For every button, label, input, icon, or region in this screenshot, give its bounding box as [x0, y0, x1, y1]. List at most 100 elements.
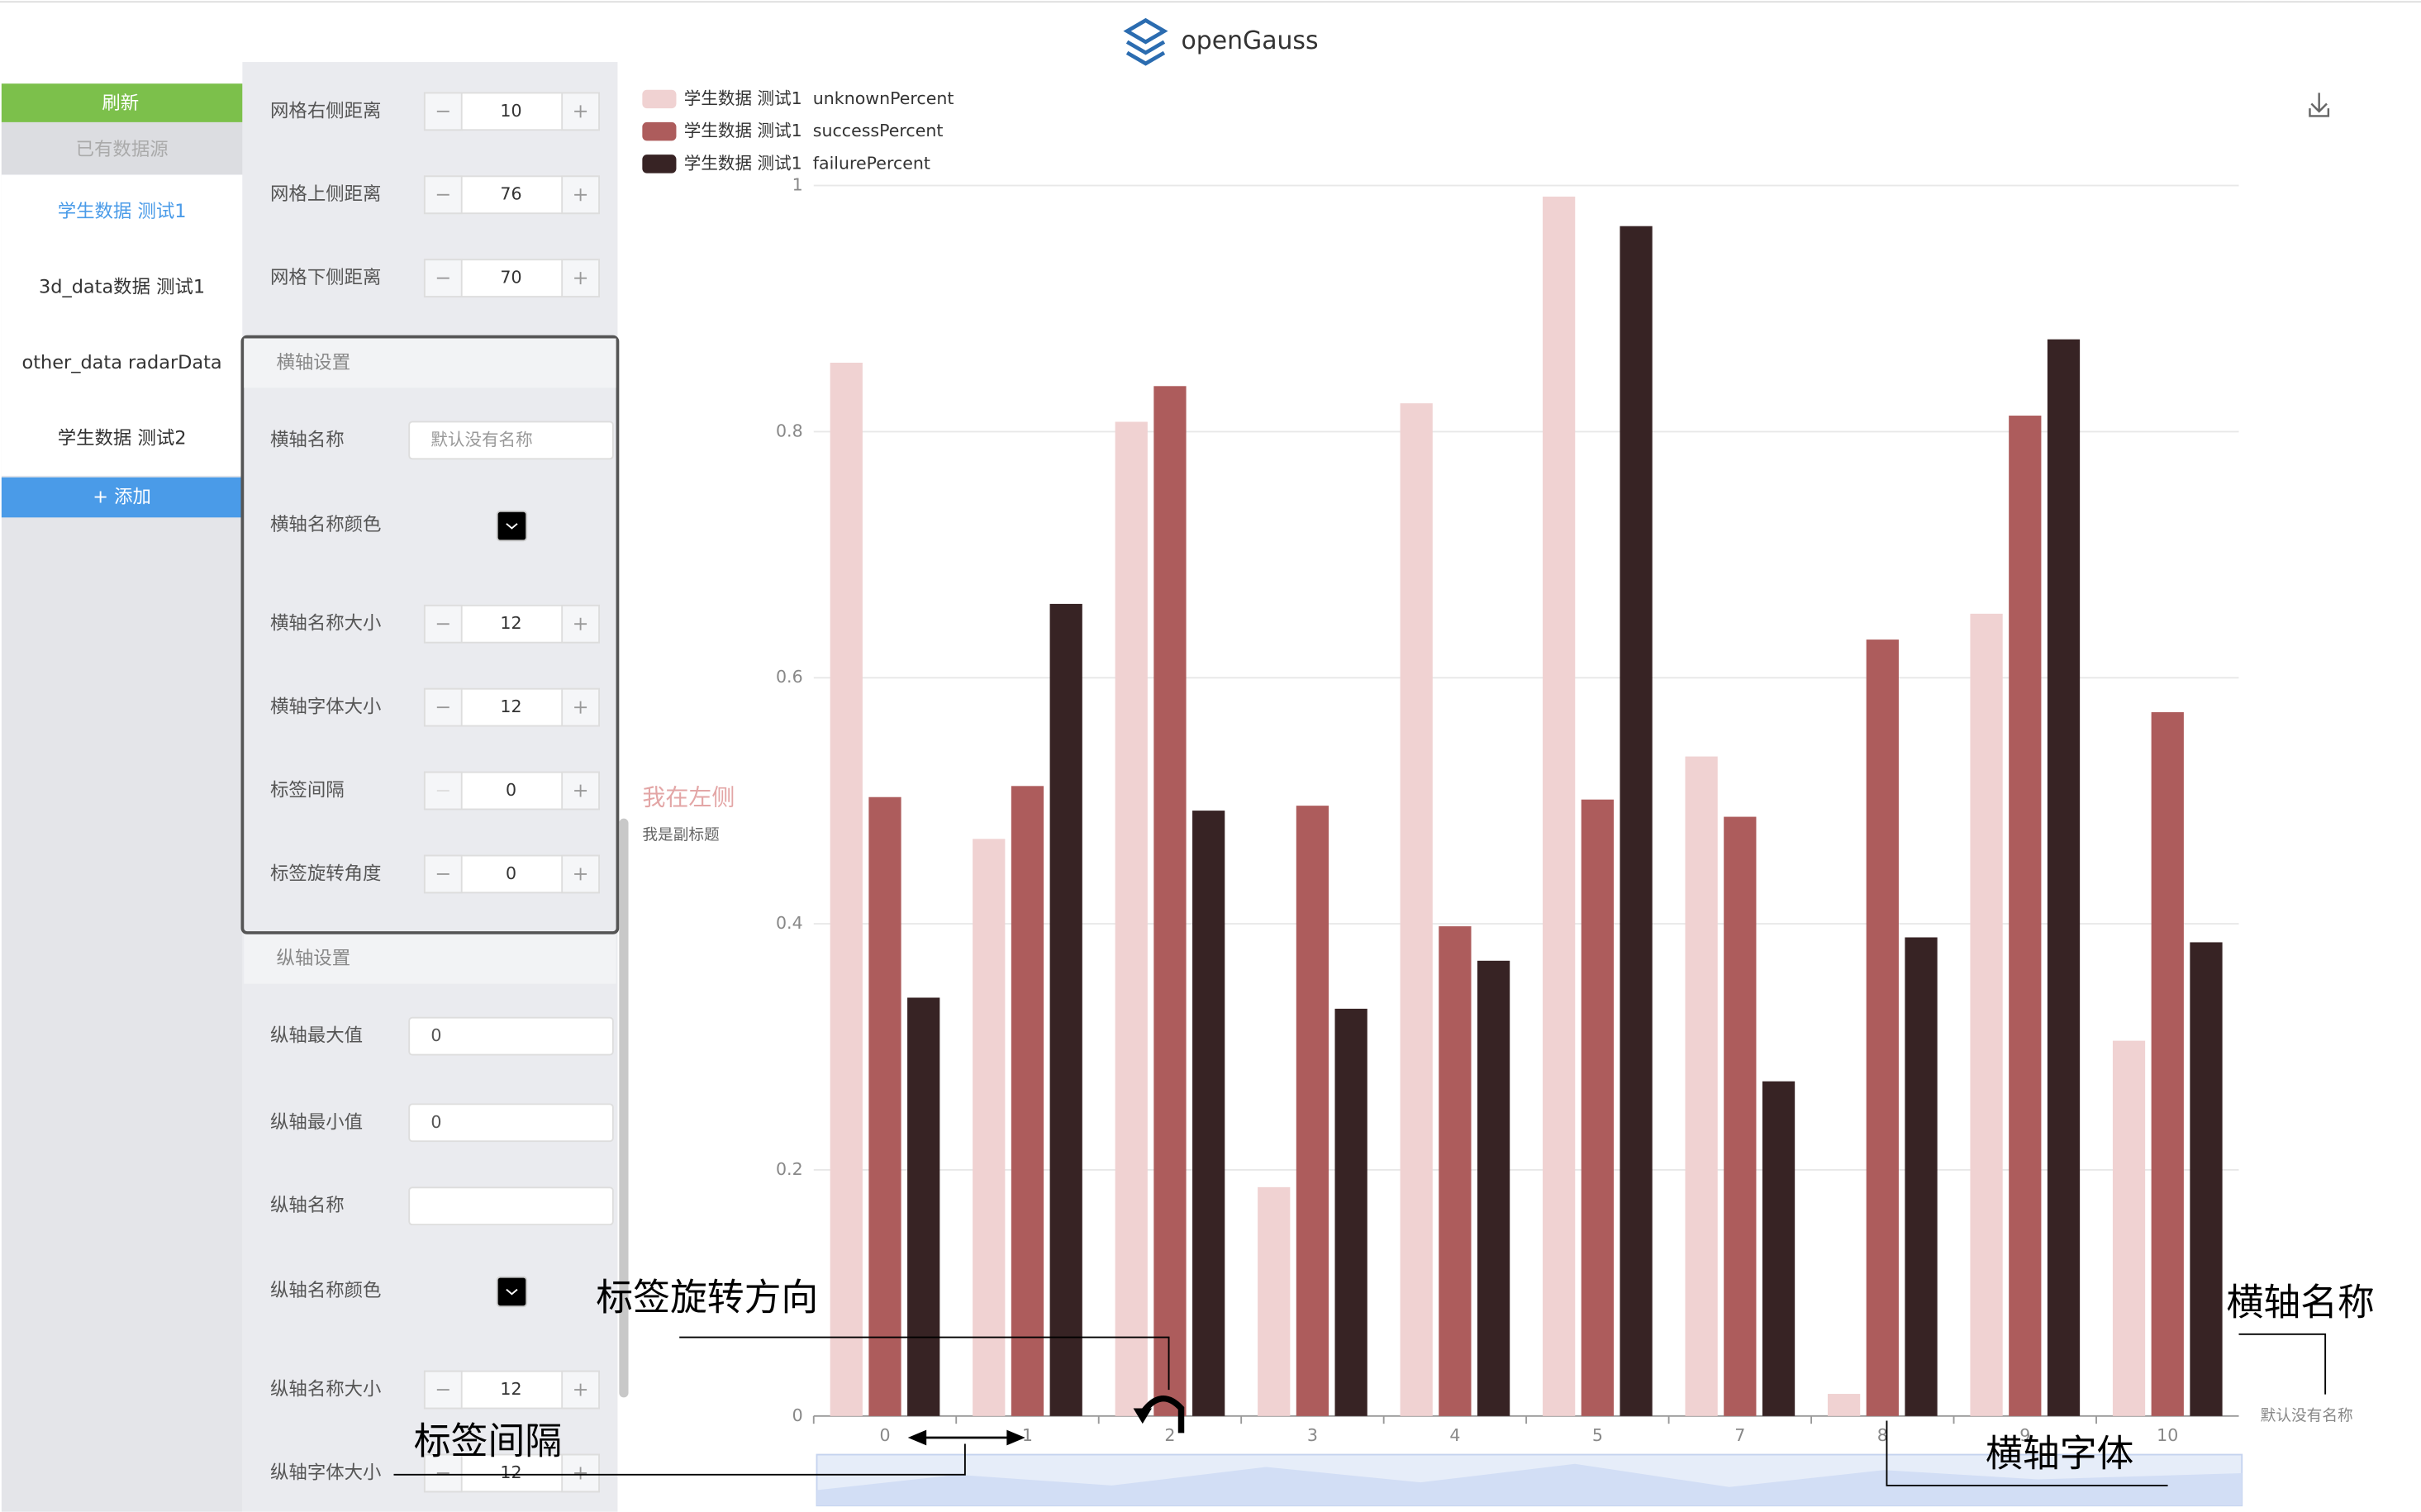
color-caret [506, 1288, 518, 1296]
zoom-preview [816, 1463, 2243, 1506]
arrowhead-left [907, 1429, 927, 1446]
stepper-value: 12 [500, 697, 521, 716]
x-tick-label: 1 [1022, 1425, 1033, 1445]
rotate-arrow [1139, 1395, 1185, 1434]
bar [868, 796, 901, 1416]
refresh-button[interactable] [1, 83, 243, 122]
x-axis-title: 横轴设置 [276, 352, 350, 373]
setting-label: 纵轴名称颜色 [270, 1280, 381, 1301]
setting-label: 标签间隔 [270, 780, 345, 801]
bar [1543, 196, 1576, 1416]
plus-icon [574, 188, 587, 202]
setting-label: 横轴名称 [270, 429, 345, 450]
text-input[interactable] [408, 421, 614, 460]
bar [2190, 942, 2223, 1416]
bar [2047, 339, 2081, 1416]
setting-label: 纵轴字体大小 [270, 1462, 381, 1483]
setting-label: 纵轴最大值 [270, 1025, 363, 1047]
setting-label: 网格下侧距离 [270, 267, 381, 288]
plus-icon [574, 784, 587, 797]
minus-btn[interactable] [423, 854, 463, 894]
bar [1581, 799, 1614, 1416]
stepper-value: 76 [500, 184, 521, 204]
plus-icon [574, 1383, 587, 1396]
text-input[interactable] [408, 1186, 614, 1226]
annotation-line [1886, 1420, 2168, 1486]
x-tick-label: 7 [1734, 1425, 1745, 1445]
plus-btn[interactable] [561, 175, 600, 215]
bar [1334, 1008, 1367, 1416]
x-tick-label: 2 [1164, 1425, 1175, 1445]
plus-icon [574, 868, 587, 881]
setting-label: 横轴名称颜色 [270, 514, 381, 535]
section-bg [1, 121, 243, 175]
bar [1970, 613, 2003, 1416]
x-tick-label: 3 [1307, 1425, 1318, 1445]
x-axis-header [244, 338, 616, 388]
setting-label: 纵轴最小值 [270, 1111, 363, 1133]
bar [1296, 806, 1329, 1416]
bar [907, 997, 940, 1416]
stepper-value: 12 [500, 613, 521, 633]
plus-icon [574, 617, 587, 630]
legend-swatch[interactable] [642, 155, 677, 174]
bar [1866, 640, 1899, 1416]
y-tick-label: 0.2 [776, 1159, 803, 1179]
y-tick-label: 1 [792, 175, 803, 195]
annotation-line [2238, 1333, 2327, 1395]
section-label: 已有数据源 [76, 139, 169, 160]
x-axis-name: 默认没有名称 [2261, 1407, 2353, 1424]
refresh-label: 刷新 [102, 93, 139, 114]
legend-label: 学生数据 测试1 failurePercent [684, 153, 930, 173]
chart-title: 我在左侧 [642, 783, 735, 811]
scrollbar[interactable] [619, 818, 629, 1398]
bar [973, 839, 1006, 1416]
rotate-arrowhead [1133, 1408, 1152, 1424]
input-value: 默认没有名称 [430, 430, 532, 449]
bar [1439, 926, 1472, 1416]
annotation: 横轴字体 [1986, 1431, 2133, 1475]
annotation: 标签间隔 [414, 1419, 562, 1462]
y-tick-label: 0.8 [776, 421, 803, 440]
legend-swatch[interactable] [642, 121, 677, 141]
source-item[interactable]: 3d_data数据 测试1 [39, 276, 205, 297]
legend-swatch[interactable] [642, 89, 677, 109]
bar [2112, 1040, 2146, 1416]
setting-label: 横轴字体大小 [270, 697, 381, 718]
bar [1011, 786, 1044, 1416]
bar [1258, 1186, 1291, 1416]
text-input[interactable] [408, 1103, 614, 1143]
bar [1192, 811, 1225, 1416]
legend-label: 学生数据 测试1 unknownPercent [684, 88, 954, 108]
legend-label: 学生数据 测试1 successPercent [684, 121, 944, 140]
input-value: 0 [430, 1112, 441, 1132]
bar [1115, 421, 1148, 1416]
y-axis-header [244, 934, 616, 984]
source-item[interactable]: other_data radarData [22, 352, 222, 373]
setting-label: 纵轴名称大小 [270, 1379, 381, 1400]
stepper-value: 12 [500, 1379, 521, 1399]
bar [1477, 960, 1510, 1416]
bar [1620, 226, 1653, 1416]
setting-label: 网格上侧距离 [270, 183, 381, 205]
stepper-value: 10 [500, 101, 521, 121]
color-picker[interactable] [496, 510, 528, 542]
source-item[interactable]: 学生数据 测试1 [58, 201, 187, 222]
color-caret [506, 523, 518, 530]
plus-icon [574, 105, 587, 118]
y-axis-title: 纵轴设置 [276, 948, 350, 969]
plus-icon [574, 701, 587, 714]
source-item[interactable]: 学生数据 测试2 [58, 427, 187, 449]
x-tick-label: 4 [1449, 1425, 1460, 1445]
bar [1762, 1081, 1796, 1416]
bar [1049, 603, 1082, 1416]
text-input[interactable] [408, 1016, 614, 1056]
add-button[interactable] [1, 477, 243, 518]
bar [1685, 756, 1718, 1416]
setting-label: 标签旋转角度 [270, 863, 381, 884]
input-value: 0 [430, 1025, 441, 1045]
download-icon[interactable] [2309, 93, 2330, 117]
bar [2009, 416, 2042, 1416]
color-picker[interactable] [496, 1276, 528, 1308]
